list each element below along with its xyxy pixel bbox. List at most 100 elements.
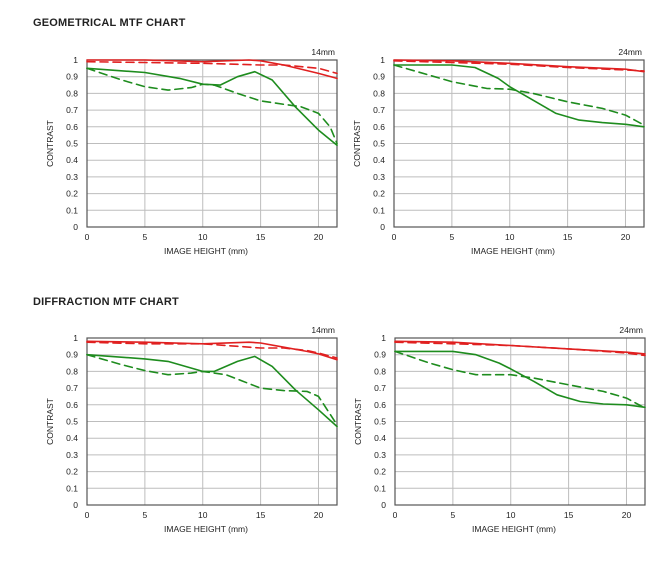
y-tick-label: 0.1 xyxy=(66,483,78,493)
focal-length-label: 24mm xyxy=(618,47,642,57)
x-tick-label: 15 xyxy=(564,510,574,520)
y-tick-label: 0.2 xyxy=(374,467,386,477)
x-tick-label: 5 xyxy=(143,510,148,520)
y-tick-label: 0 xyxy=(73,222,78,232)
y-tick-label: 0.8 xyxy=(374,366,386,376)
y-tick-label: 0.6 xyxy=(373,122,385,132)
diffraction-section-title: DIFFRACTION MTF CHART xyxy=(33,296,179,308)
x-tick-label: 15 xyxy=(563,232,573,242)
y-tick-label: 0 xyxy=(380,222,385,232)
plot-frame xyxy=(393,59,645,228)
green-dashed-mtf-line xyxy=(86,67,338,145)
y-tick-label: 0.9 xyxy=(66,350,78,360)
y-axis-label: CONTRAST xyxy=(45,398,55,445)
x-tick-label: 0 xyxy=(392,232,397,242)
y-tick-label: 0.1 xyxy=(373,205,385,215)
green-solid-mtf-line xyxy=(86,67,338,146)
y-tick-label: 0.4 xyxy=(66,433,78,443)
green-dashed-mtf-line xyxy=(393,64,645,126)
y-tick-label: 0.1 xyxy=(374,483,386,493)
y-axis-label: CONTRAST xyxy=(352,120,362,167)
y-tick-label: 0.9 xyxy=(373,72,385,82)
y-tick-label: 0.6 xyxy=(374,400,386,410)
red-dashed-mtf-line xyxy=(86,341,338,359)
focal-length-label: 14mm xyxy=(311,47,335,57)
x-tick-label: 15 xyxy=(256,232,266,242)
y-tick-label: 0.4 xyxy=(373,155,385,165)
y-tick-label: 0.2 xyxy=(66,189,78,199)
green-solid-mtf-line xyxy=(393,64,645,128)
green-solid-mtf-line xyxy=(394,350,646,409)
y-tick-label: 0.6 xyxy=(66,122,78,132)
y-tick-label: 0.7 xyxy=(373,105,385,115)
red-dashed-mtf-line xyxy=(394,341,646,357)
green-dashed-mtf-line xyxy=(86,353,338,426)
red-solid-mtf-line xyxy=(86,340,338,361)
y-tick-label: 0.5 xyxy=(374,417,386,427)
y-tick-label: 0.3 xyxy=(374,450,386,460)
x-tick-label: 5 xyxy=(450,232,455,242)
y-tick-label: 1 xyxy=(380,55,385,65)
y-tick-label: 0.8 xyxy=(66,88,78,98)
y-axis-label: CONTRAST xyxy=(353,398,363,445)
x-tick-label: 0 xyxy=(85,510,90,520)
x-axis-label: IMAGE HEIGHT (mm) xyxy=(164,246,248,256)
mtf-chart-24mm-diffraction: 00.10.20.30.40.50.60.70.80.910 5 10 15 20IMA… xyxy=(353,325,646,534)
y-tick-label: 0.5 xyxy=(373,139,385,149)
y-tick-label: 0.9 xyxy=(374,350,386,360)
y-tick-label: 0.4 xyxy=(66,155,78,165)
focal-length-label: 24mm xyxy=(619,325,643,335)
y-tick-label: 0.7 xyxy=(374,383,386,393)
y-tick-label: 1 xyxy=(73,333,78,343)
x-axis-label: IMAGE HEIGHT (mm) xyxy=(472,524,556,534)
x-tick-label: 5 xyxy=(143,232,148,242)
green-solid-mtf-line xyxy=(86,353,338,428)
red-solid-mtf-line xyxy=(86,59,338,80)
plot-frame xyxy=(394,337,646,506)
red-dashed-mtf-line xyxy=(393,59,645,72)
y-tick-label: 1 xyxy=(381,333,386,343)
y-tick-label: 0.3 xyxy=(373,172,385,182)
x-tick-label: 20 xyxy=(314,232,324,242)
y-tick-label: 0.2 xyxy=(373,189,385,199)
x-tick-label: 20 xyxy=(622,510,632,520)
y-tick-label: 0.2 xyxy=(66,467,78,477)
y-tick-label: 0.3 xyxy=(66,172,78,182)
x-tick-label: 15 xyxy=(256,510,266,520)
y-tick-label: 0.9 xyxy=(66,72,78,82)
y-axis-label: CONTRAST xyxy=(45,120,55,167)
geometrical-section-title: GEOMETRICAL MTF CHART xyxy=(33,17,186,29)
mtf-chart-14mm-geometrical: 00.10.20.30.40.50.60.70.80.910 5 10 15 20IMA… xyxy=(45,47,338,256)
x-axis-label: IMAGE HEIGHT (mm) xyxy=(164,524,248,534)
y-tick-label: 0.4 xyxy=(374,433,386,443)
y-tick-label: 0.8 xyxy=(66,366,78,376)
mtf-chart-14mm-diffraction: 00.10.20.30.40.50.60.70.80.910 5 10 15 20IMA… xyxy=(45,325,338,534)
x-tick-label: 10 xyxy=(198,232,208,242)
x-axis-label: IMAGE HEIGHT (mm) xyxy=(471,246,555,256)
y-tick-label: 0.7 xyxy=(66,383,78,393)
x-tick-label: 10 xyxy=(198,510,208,520)
focal-length-label: 14mm xyxy=(311,325,335,335)
y-tick-label: 0 xyxy=(381,500,386,510)
x-tick-label: 10 xyxy=(506,510,516,520)
x-tick-label: 0 xyxy=(393,510,398,520)
green-dashed-mtf-line xyxy=(394,350,646,409)
y-tick-label: 0.7 xyxy=(66,105,78,115)
x-tick-label: 20 xyxy=(621,232,631,242)
y-tick-label: 0.1 xyxy=(66,205,78,215)
plot-frame xyxy=(86,337,338,506)
x-tick-label: 5 xyxy=(451,510,456,520)
y-tick-label: 1 xyxy=(73,55,78,65)
y-tick-label: 0.6 xyxy=(66,400,78,410)
mtf-chart-24mm-geometrical: 00.10.20.30.40.50.60.70.80.910 5 10 15 20IMA… xyxy=(352,47,645,256)
y-tick-label: 0.5 xyxy=(66,417,78,427)
y-tick-label: 0.5 xyxy=(66,139,78,149)
x-tick-label: 0 xyxy=(85,232,90,242)
x-tick-label: 10 xyxy=(505,232,515,242)
y-tick-label: 0.8 xyxy=(373,88,385,98)
red-dashed-mtf-line xyxy=(86,60,338,75)
x-tick-label: 20 xyxy=(314,510,324,520)
y-tick-label: 0.3 xyxy=(66,450,78,460)
y-tick-label: 0 xyxy=(73,500,78,510)
